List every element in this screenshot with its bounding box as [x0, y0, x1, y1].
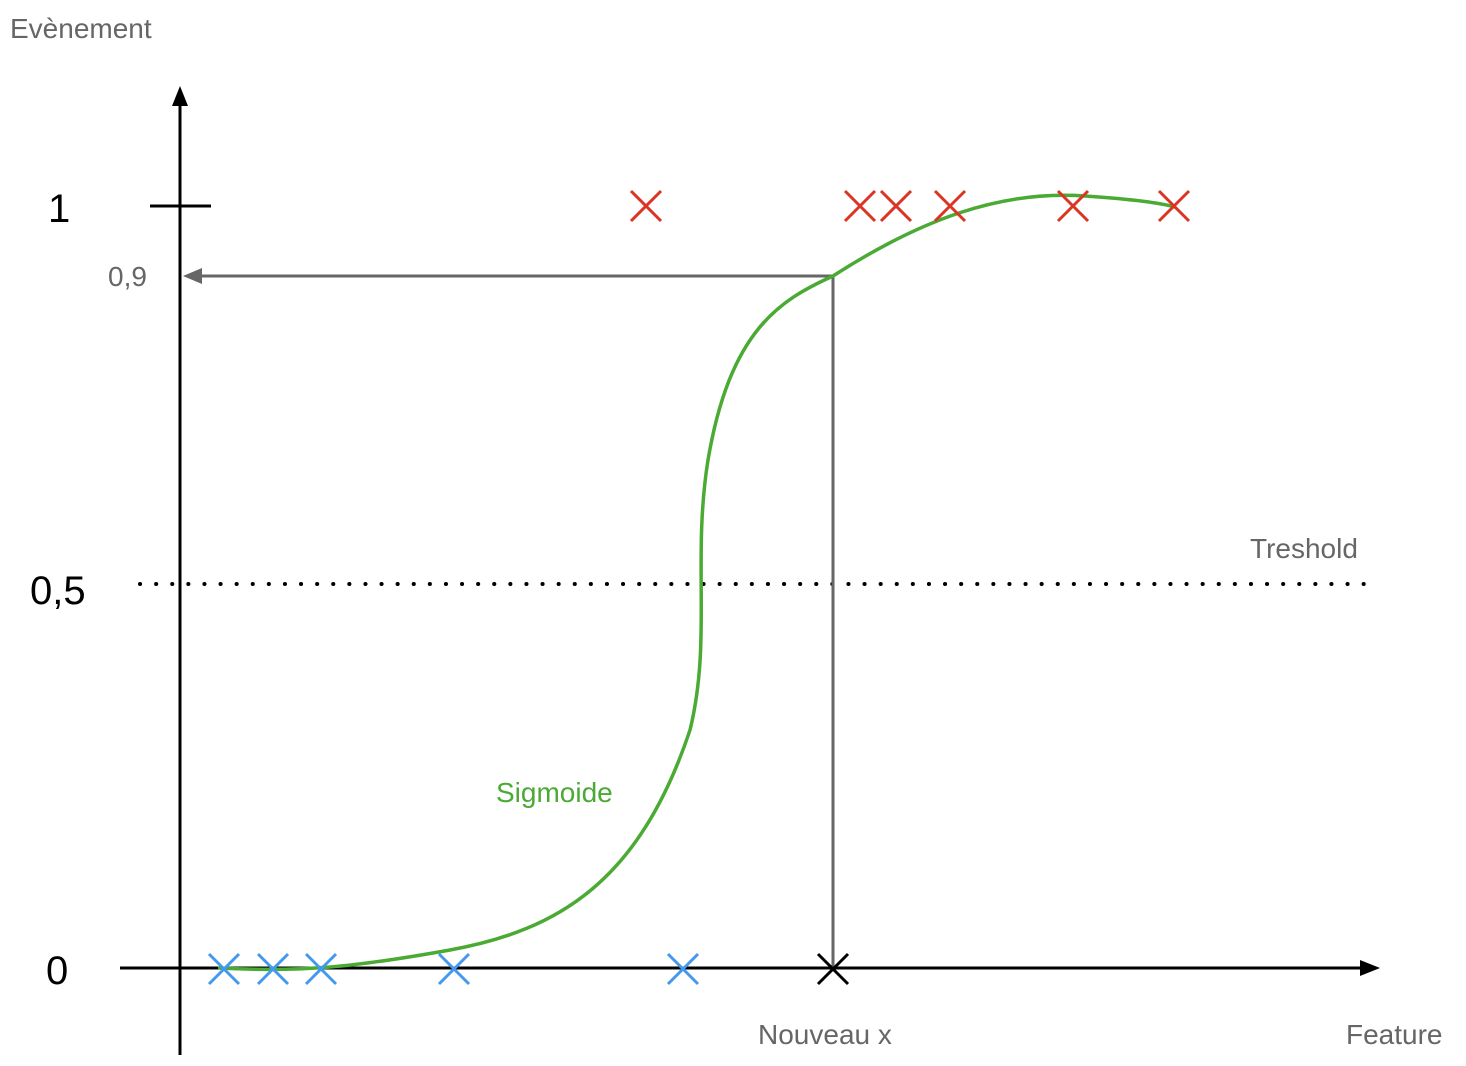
tick-label-one: 1	[48, 187, 70, 231]
readout-arrowhead	[183, 268, 202, 284]
class-1-marker	[1056, 189, 1090, 223]
class-1-marker	[843, 189, 877, 223]
class-0-marker	[256, 952, 290, 986]
threshold-label: Treshold	[1250, 533, 1358, 564]
class-1-markers	[629, 189, 1191, 223]
tick-label-half: 0,5	[30, 569, 86, 613]
new-x-marker	[816, 952, 850, 986]
class-0-marker	[207, 952, 241, 986]
y-axis-arrowhead	[172, 86, 188, 106]
sigmoid-curve	[217, 193, 1176, 972]
x-axis-label: Feature	[1346, 1019, 1443, 1050]
class-0-markers	[207, 952, 700, 986]
class-1-marker	[1157, 189, 1191, 223]
y-axis-label: Evènement	[10, 13, 152, 44]
class-1-marker	[629, 189, 663, 223]
class-1-marker	[879, 189, 913, 223]
new-x-label: Nouveau x	[758, 1019, 892, 1050]
x-axis-arrowhead	[1360, 960, 1380, 976]
class-0-marker	[666, 952, 700, 986]
class-0-marker	[304, 952, 338, 986]
class-0-marker	[437, 952, 471, 986]
class-1-marker	[933, 189, 967, 223]
sigmoid-label: Sigmoide	[496, 777, 613, 808]
readout-label: 0,9	[108, 261, 147, 292]
tick-label-zero: 0	[46, 949, 68, 993]
